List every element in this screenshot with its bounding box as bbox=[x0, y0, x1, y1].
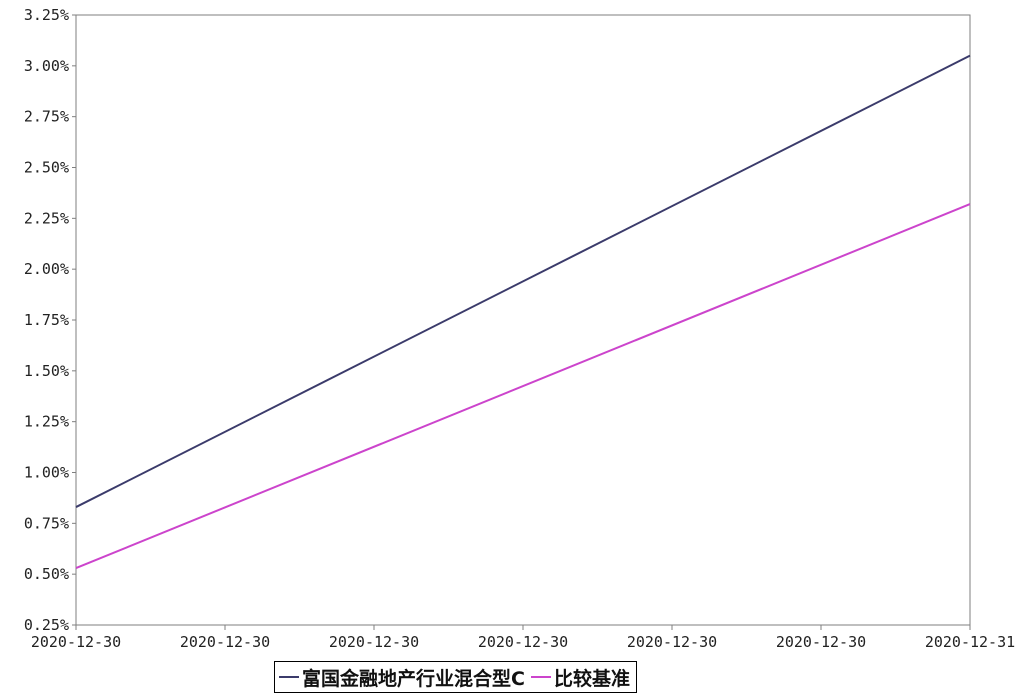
legend-item-fund: 富国金融地产行业混合型C bbox=[279, 664, 525, 691]
x-tick-label: 2020-12-30 bbox=[180, 633, 270, 651]
legend-item-benchmark: 比较基准 bbox=[530, 664, 630, 691]
y-tick-label: 3.25% bbox=[24, 6, 69, 24]
series-lines bbox=[75, 54, 971, 569]
x-tick-label: 2020-12-30 bbox=[478, 633, 568, 651]
axes bbox=[72, 14, 971, 630]
y-tick-label: 2.00% bbox=[24, 260, 69, 278]
y-tick-label: 0.75% bbox=[24, 514, 69, 532]
legend-swatch-benchmark bbox=[530, 676, 551, 678]
y-tick-label: 3.00% bbox=[24, 57, 69, 75]
y-tick-label: 2.75% bbox=[24, 108, 69, 126]
legend-label-fund: 富国金融地产行业混合型C bbox=[302, 667, 525, 690]
y-tick-label: 2.25% bbox=[24, 209, 69, 227]
x-tick-label: 2020-12-30 bbox=[776, 633, 866, 651]
x-tick-label: 2020-12-30 bbox=[627, 633, 717, 651]
x-tick-label: 2020-12-31 bbox=[925, 633, 1015, 651]
y-tick-label: 1.25% bbox=[24, 413, 69, 431]
series-line-benchmark bbox=[75, 203, 971, 569]
series-line-fund bbox=[75, 54, 971, 508]
y-tick-label: 0.50% bbox=[24, 565, 69, 583]
y-tick-labels: 0.25% 0.50% 0.75% 1.00% 1.25% 1.50% 1.75% 2.00%… bbox=[24, 6, 69, 634]
legend: 富国金融地产行业混合型C 比较基准 bbox=[274, 661, 637, 693]
x-tick-label: 2020-12-30 bbox=[329, 633, 419, 651]
legend-swatch-fund bbox=[279, 676, 299, 678]
x-tick-labels: 2020-12-30 2020-12-30 2020-12-30 2020-12-30… bbox=[31, 633, 1015, 651]
y-tick-label: 1.75% bbox=[24, 311, 69, 329]
x-tick-label: 2020-12-30 bbox=[31, 633, 121, 651]
y-tick-label: 1.00% bbox=[24, 464, 69, 482]
y-tick-label: 2.50% bbox=[24, 159, 69, 177]
plot-frame bbox=[75, 14, 971, 626]
y-tick-label: 0.25% bbox=[24, 616, 69, 634]
y-tick-label: 1.50% bbox=[24, 362, 69, 380]
legend-label-benchmark: 比较基准 bbox=[553, 667, 630, 690]
